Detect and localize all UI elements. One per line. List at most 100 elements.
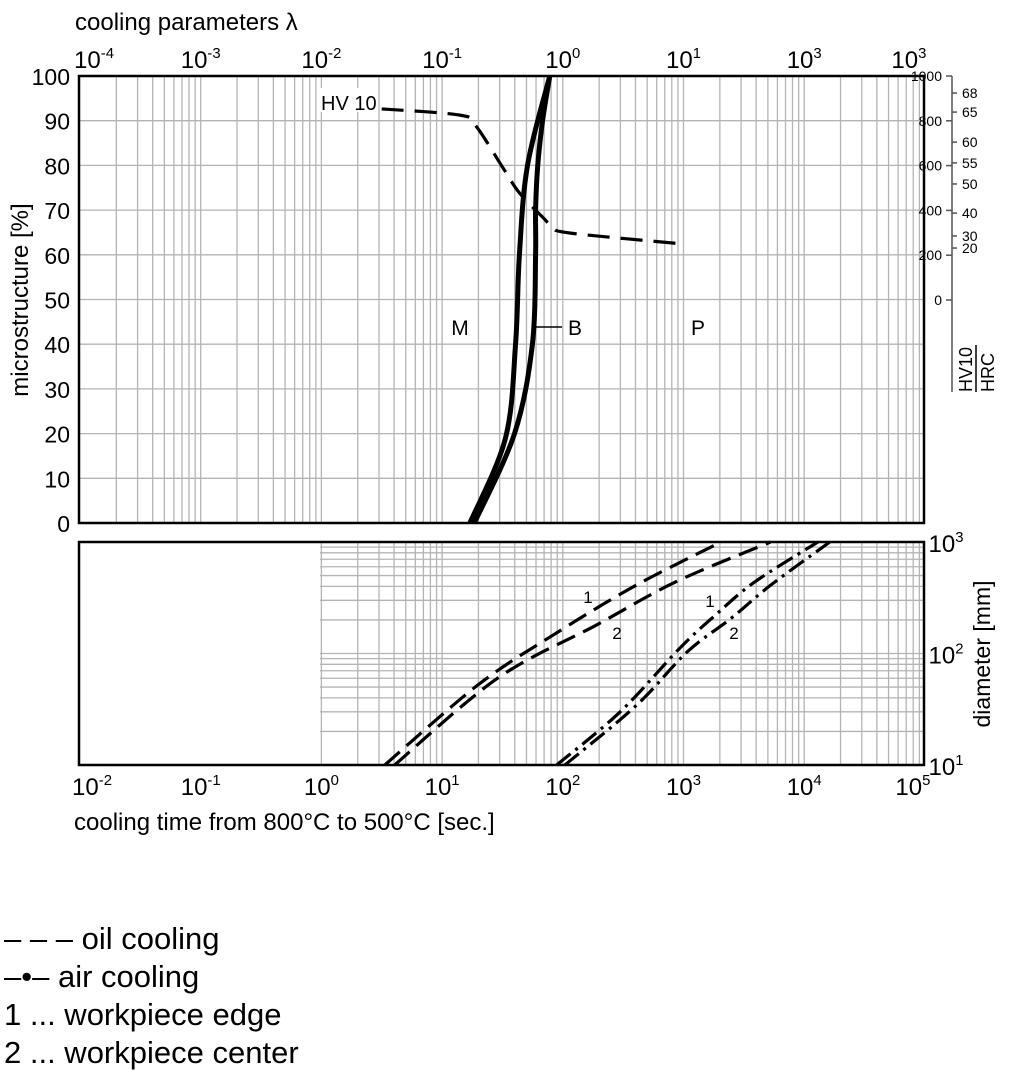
top-tick-label: 101: [666, 46, 701, 74]
y-tick-label: 80: [44, 153, 70, 179]
hrc-tick-label: 55: [962, 155, 978, 171]
tick-exponent: -1: [449, 46, 462, 62]
y-tick-label: 10: [44, 466, 70, 492]
tick-base: 10: [929, 531, 956, 558]
tick-base: 10: [895, 774, 922, 801]
region-label-martensite: M: [451, 317, 469, 340]
tick-base: 10: [545, 774, 572, 801]
y-tick-label: 30: [44, 377, 70, 403]
tick-exponent: 0: [331, 773, 339, 789]
air-cooling-curve-1: [555, 540, 819, 767]
tick-exponent: -2: [99, 773, 112, 789]
tick-exponent: 3: [918, 46, 926, 62]
series-m-line: [467, 75, 553, 524]
x-tick-label: 102: [545, 773, 580, 801]
tick-exponent: 3: [955, 530, 963, 546]
air-dashdot-symbol: –•–: [4, 959, 50, 994]
oil-cooling-curve-1: [383, 540, 722, 767]
top-tick-label: 10-4: [74, 46, 114, 74]
top-tick-label: 10-3: [181, 46, 221, 74]
bottom-plot-grid: [320, 542, 924, 765]
tick-base: 10: [891, 47, 918, 74]
y-tick-label: 20: [44, 422, 70, 448]
y-tick-label: 50: [44, 288, 70, 314]
bottom-plot-frame: [77, 540, 926, 767]
x-tick-label: 104: [787, 773, 822, 801]
x-tick-label: 101: [425, 773, 460, 801]
legend: – – – oil cooling –•– air cooling 1 ... …: [4, 920, 299, 1072]
y-tick-label: 70: [44, 198, 70, 224]
y-axis-title: microstructure [%]: [7, 203, 34, 396]
top-plot-frame: [77, 74, 926, 525]
tick-exponent: 2: [955, 642, 963, 658]
hv10-axis-title: HV10: [956, 347, 976, 392]
tick-exponent: 5: [922, 773, 930, 789]
tick-exponent: 1: [451, 773, 459, 789]
tick-exponent: 1: [693, 46, 701, 62]
diameter-tick-label: 102: [929, 642, 964, 670]
tick-base: 10: [181, 47, 208, 74]
air-center-label: 2: [729, 624, 738, 643]
chart-marks: [381, 75, 831, 767]
legend-oil-cooling: – – – oil cooling: [4, 920, 299, 958]
air-cooling-curve-2: [563, 540, 831, 767]
x-tick-label: 100: [304, 773, 339, 801]
hrc-tick-label: 20: [962, 240, 978, 256]
hv-tick-label: 800: [919, 113, 943, 129]
tick-base: 10: [74, 47, 101, 74]
tick-base: 10: [422, 47, 449, 74]
hrc-axis-title: HRC: [978, 353, 998, 392]
top-tick-label: 103: [891, 46, 926, 74]
tick-base: 10: [929, 643, 956, 670]
y-tick-label: 90: [44, 109, 70, 135]
tick-exponent: -4: [101, 46, 114, 62]
oil-center-label: 2: [612, 624, 621, 643]
hv-tick-label: 0: [934, 292, 942, 308]
air-edge-label: 1: [705, 592, 714, 611]
x-tick-label: 105: [895, 773, 930, 801]
tick-exponent: 1: [955, 753, 963, 769]
tick-exponent: -3: [207, 46, 220, 62]
tick-exponent: 4: [813, 773, 821, 789]
tick-exponent: 0: [572, 46, 580, 62]
hrc-tick-label: 68: [962, 85, 978, 101]
y-tick-label: 60: [44, 243, 70, 269]
oil-cooling-curve-2: [393, 540, 772, 767]
tick-base: 10: [181, 774, 208, 801]
tick-exponent: 3: [813, 46, 821, 62]
tick-exponent: -1: [207, 773, 220, 789]
legend-air-label: air cooling: [57, 959, 200, 994]
tick-base: 10: [929, 754, 956, 781]
top-tick-label: 103: [787, 46, 822, 74]
top-axis-title: cooling parameters λ: [75, 9, 298, 36]
top-tick-label: 10-1: [422, 46, 462, 74]
x-tick-label: 10-1: [181, 773, 221, 801]
diameter-axis-title: diameter [mm]: [969, 581, 995, 728]
hrc-tick-label: 65: [962, 104, 978, 120]
oil-edge-label: 1: [583, 588, 592, 607]
tick-base: 10: [545, 47, 572, 74]
x-tick-label: 103: [666, 773, 701, 801]
series-hv-10-line: [381, 107, 684, 246]
region-label-pearlite: P: [691, 317, 705, 340]
x-axis-title: cooling time from 800°C to 500°C [sec.]: [74, 809, 495, 836]
legend-workpiece-center: 2 ... workpiece center: [4, 1035, 299, 1070]
legend-workpiece-edge: 1 ... workpiece edge: [4, 997, 282, 1032]
tick-base: 10: [301, 47, 328, 74]
hrc-tick-label: 60: [962, 134, 978, 150]
legend-oil-label: oil cooling: [81, 921, 220, 956]
hv-tick-label: 600: [919, 158, 943, 174]
top-tick-label: 100: [545, 46, 580, 74]
y-tick-label: 0: [57, 511, 70, 537]
tick-base: 10: [425, 774, 452, 801]
region-label-bainite: B: [568, 317, 582, 340]
hrc-tick-label: 30: [962, 228, 978, 244]
y-tick-label: 40: [44, 332, 70, 358]
hrc-tick-label: 50: [962, 176, 978, 192]
tick-base: 10: [304, 774, 331, 801]
oil-dash-symbol: – – –: [4, 921, 73, 956]
hv-tick-label: 200: [919, 247, 943, 263]
top-tick-label: 10-2: [301, 46, 341, 74]
x-tick-label: 10-2: [72, 773, 112, 801]
